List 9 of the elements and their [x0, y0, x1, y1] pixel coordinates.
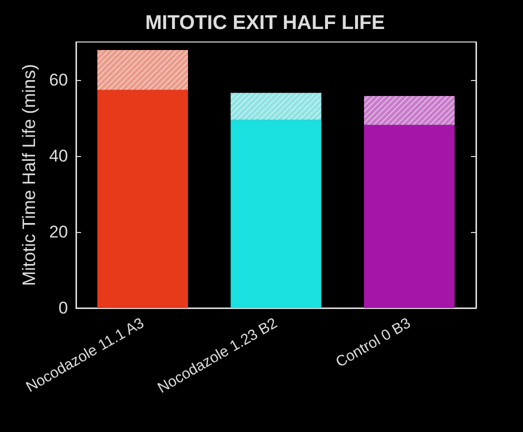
bar: [364, 124, 455, 308]
bar: [97, 90, 188, 308]
y-tick-label: 40: [49, 146, 68, 166]
chart-title: MITOTIC EXIT HALF LIFE: [145, 12, 385, 34]
y-tick-label: 0: [58, 298, 68, 318]
y-axis-title: Mitotic Time Half Life (mins): [19, 64, 39, 286]
bar: [230, 120, 322, 308]
y-tick-label: 60: [49, 70, 68, 90]
y-tick-label: 20: [49, 222, 68, 242]
